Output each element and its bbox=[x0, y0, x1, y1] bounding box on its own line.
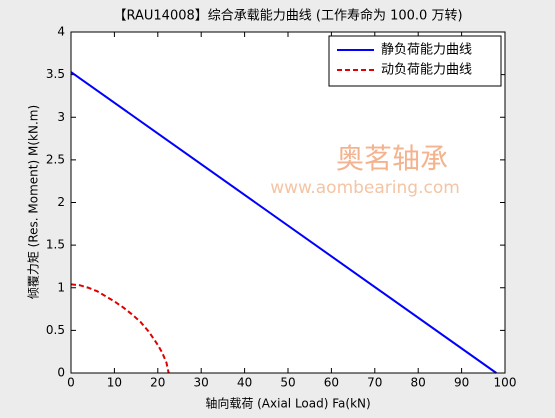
x-tick-label: 80 bbox=[411, 376, 426, 390]
y-tick-label: 2.5 bbox=[46, 152, 65, 166]
x-tick-label: 20 bbox=[150, 376, 165, 390]
x-tick-label: 50 bbox=[280, 376, 295, 390]
x-tick-label: 40 bbox=[237, 376, 252, 390]
x-tick-label: 30 bbox=[194, 376, 209, 390]
watermark: 奥茗轴承 bbox=[336, 142, 448, 175]
y-tick-label: 4 bbox=[57, 25, 65, 39]
watermark-url: www.aombearing.com bbox=[270, 178, 460, 198]
data-line bbox=[70, 71, 497, 374]
y-tick-label: 3 bbox=[57, 110, 65, 124]
y-axis-label: 倾覆力矩 (Res. Moment) M(kN.m) bbox=[27, 105, 41, 299]
x-tick-label: 100 bbox=[494, 376, 517, 390]
y-tick-label: 0 bbox=[57, 366, 65, 380]
y-tick-label: 0.5 bbox=[46, 323, 65, 337]
data-line bbox=[70, 283, 170, 374]
legend-box bbox=[328, 35, 502, 87]
plot-frame bbox=[70, 31, 506, 374]
y-tick-label: 2 bbox=[57, 195, 65, 209]
chart-title: 【RAU14008】综合承载能力曲线 (工作寿命为 100.0 万转) bbox=[113, 8, 462, 24]
x-tick-label: 90 bbox=[454, 376, 469, 390]
y-tick-label: 1.5 bbox=[46, 238, 65, 252]
plot-area bbox=[71, 32, 505, 373]
x-tick-label: 0 bbox=[67, 376, 75, 390]
x-tick-label: 60 bbox=[324, 376, 339, 390]
x-axis-label: 轴向载荷 (Axial Load) Fa(kN) bbox=[205, 396, 370, 411]
legend-label: 动负荷能力曲线 bbox=[381, 63, 472, 78]
x-tick-label: 10 bbox=[107, 376, 122, 390]
y-tick-label: 1 bbox=[57, 280, 65, 294]
x-tick-label: 70 bbox=[367, 376, 382, 390]
y-tick-label: 3.5 bbox=[46, 67, 65, 81]
legend-label: 静负荷能力曲线 bbox=[381, 43, 472, 58]
